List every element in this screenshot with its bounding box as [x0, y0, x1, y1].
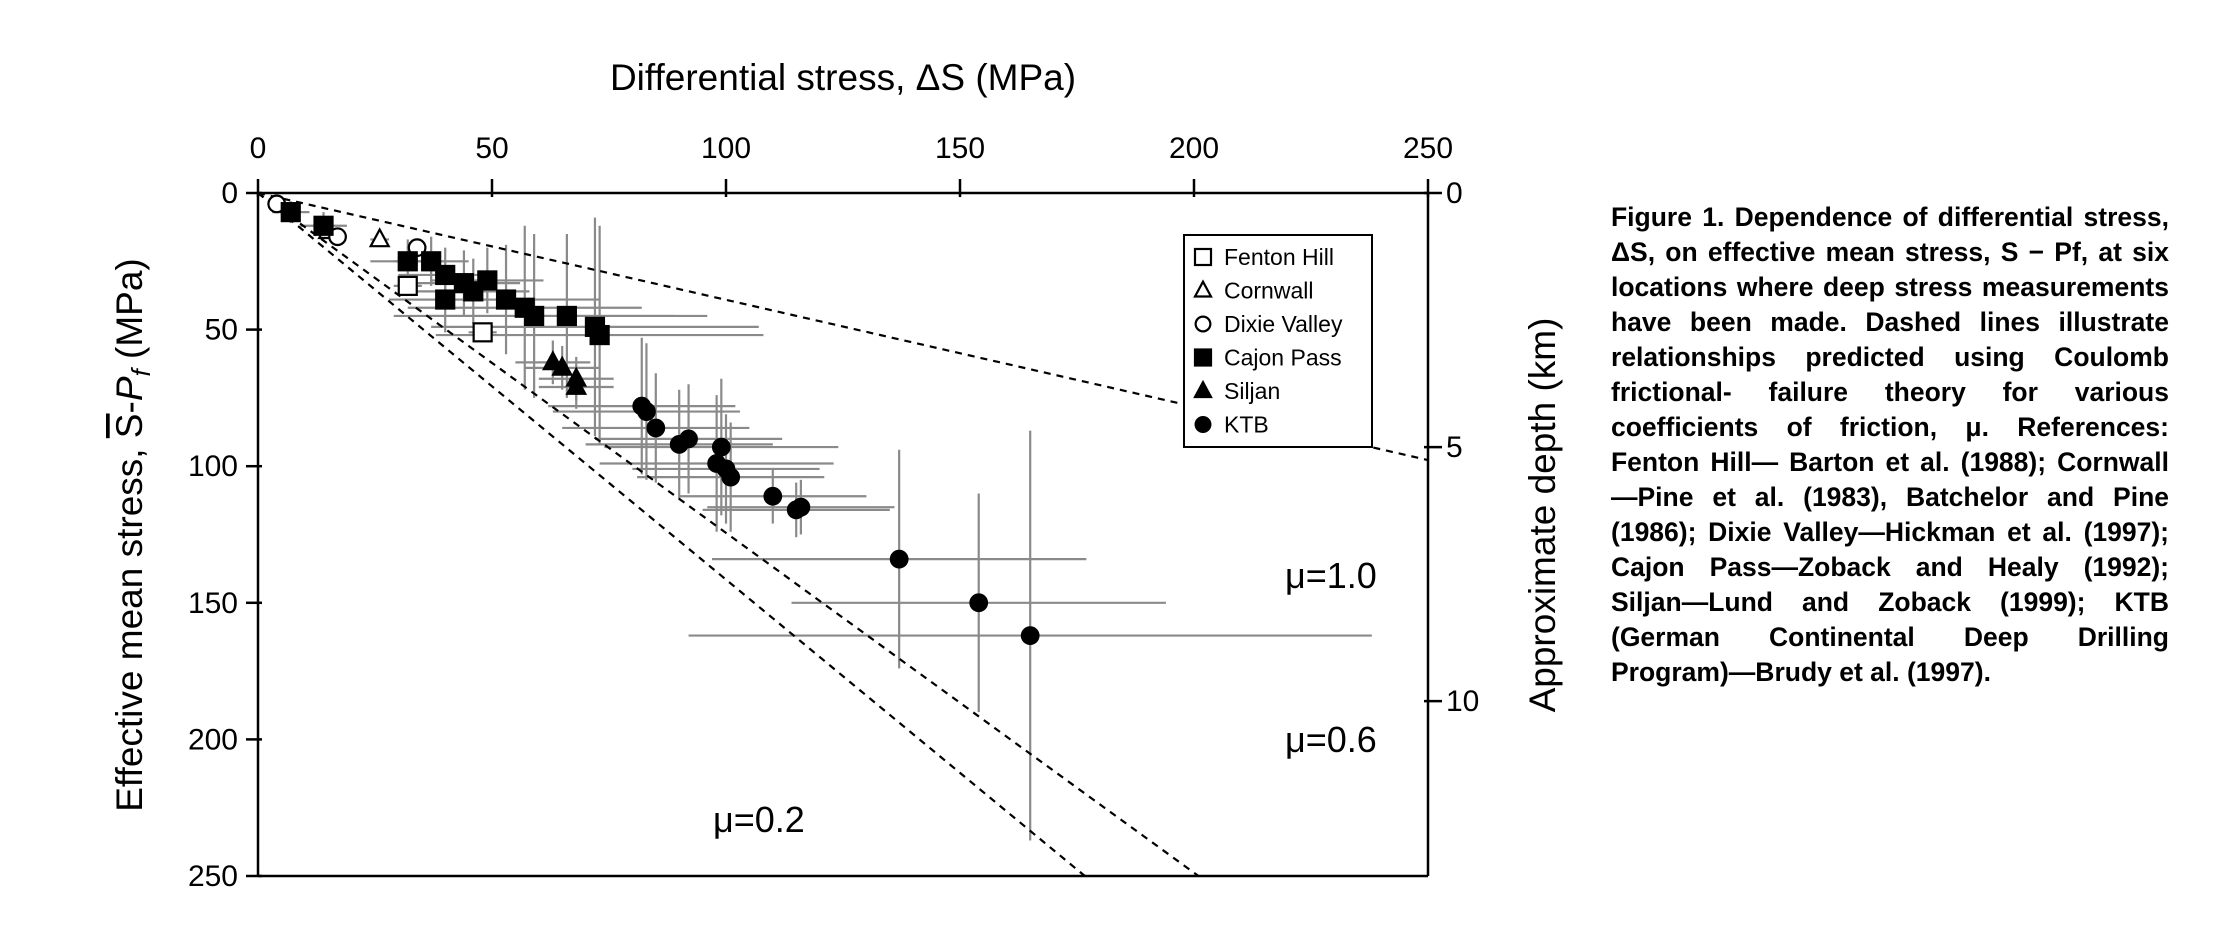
marker-square	[556, 305, 577, 327]
marker-square	[397, 251, 418, 272]
caption-line: Siljan—Lund and Zoback (1999); KTB	[1611, 587, 2169, 617]
caption-line: S − Pf, at six locations where deep	[1611, 237, 2169, 302]
legend: Fenton Hill Cornwall Dixie Valley Cajon Pas…	[1183, 234, 1373, 448]
legend-box	[1183, 234, 1373, 448]
marker-square	[313, 215, 334, 236]
x-tick-label: 250	[1403, 132, 1453, 165]
marker-circle	[721, 467, 741, 487]
friction-lines-layer	[257, 191, 1429, 877]
x-tick-label: 0	[250, 132, 267, 165]
marker-square	[472, 322, 493, 343]
y-tick-label: 50	[205, 314, 238, 347]
marker-circle	[679, 429, 698, 449]
axes-layer: 0 50 100 150 200 250 0 50 100 150 200 250 0 5 10	[188, 132, 1479, 893]
marker-triangle	[551, 355, 574, 376]
caption-line: predicted using Coulomb frictional-	[1611, 342, 2169, 407]
marker-square	[280, 202, 301, 223]
marker-square	[524, 305, 545, 327]
y-tick-label: 200	[188, 723, 238, 756]
friction-line-label: μ=0.6	[1285, 719, 1377, 760]
marker-square	[589, 324, 610, 346]
legend-label: Fenton Hill	[1224, 244, 1334, 270]
caption-line: Program)—Brudy et al. (1997).	[1611, 657, 1991, 687]
y-tick-label: 0	[221, 177, 238, 210]
marker-circle	[889, 549, 909, 569]
marker-circle	[711, 437, 731, 457]
y-tick-label: 250	[188, 860, 238, 893]
marker-circle	[646, 418, 666, 438]
friction-line	[257, 192, 1200, 877]
x-tick-label: 150	[935, 132, 985, 165]
depth-tick-label: 5	[1446, 431, 1463, 464]
caption-line: friction, μ. References: Fenton Hill—	[1611, 412, 2169, 477]
marker-square	[1193, 348, 1213, 367]
legend-label: Siljan	[1224, 378, 1280, 404]
marker-square	[1193, 247, 1213, 267]
marker-circle	[637, 402, 656, 421]
marker-square	[397, 275, 418, 296]
legend-label: KTB	[1224, 412, 1269, 438]
friction-line-label: μ=1.0	[1285, 555, 1377, 596]
marker-triangle	[1193, 379, 1213, 399]
caption-line: stress measurements have been made.	[1611, 272, 2169, 337]
friction-line-label: μ=0.2	[713, 799, 805, 840]
marker-triangle	[565, 374, 588, 395]
marker-circle	[791, 497, 811, 517]
marker-circle	[1020, 626, 1040, 645]
marker-square	[435, 264, 456, 286]
caption-line: Dixie Valley—Hickman et al. (1997);	[1708, 517, 2170, 547]
figure-caption: Figure 1. Dependence of differential str…	[1611, 200, 2169, 690]
marker-square	[495, 289, 517, 310]
y2-axis-title: Approximate depth (km)	[1522, 318, 1563, 713]
caption-line: Figure 1. Dependence of differential	[1611, 202, 2084, 232]
caption-line: failure theory for various coefficients …	[1611, 377, 2169, 442]
marker-triangle	[1193, 279, 1213, 298]
x-tick-label: 50	[475, 132, 508, 165]
marker-circle	[969, 593, 989, 613]
depth-tick-label: 10	[1446, 685, 1479, 718]
caption-line: Barton et al. (1988); Cornwall—Pine	[1611, 447, 2169, 512]
marker-square	[477, 270, 498, 291]
legend-label: Cornwall	[1224, 278, 1313, 304]
x-tick-label: 200	[1169, 132, 1219, 165]
marker-circle	[763, 486, 783, 506]
caption-line: Dashed lines illustrate relationships	[1611, 307, 2169, 372]
marker-triangle	[368, 227, 391, 248]
x-tick-label: 100	[701, 132, 751, 165]
friction-line	[257, 192, 1086, 877]
marker-circle	[1194, 416, 1212, 433]
y-axis-title: Effective mean stress, S-Pf (MPa)	[109, 258, 156, 812]
depth-tick-label: 0	[1446, 177, 1463, 210]
caption-line: stress, ΔS, on effective mean stress,	[1611, 202, 2169, 267]
x-axis-title: Differential stress, ΔS (MPa)	[610, 57, 1076, 98]
caption-line: Cajon Pass—Zoback and Healy (1992);	[1611, 552, 2169, 582]
caption-line: et al. (1983), Batchelor and Pine (1986)…	[1611, 482, 2170, 547]
friction-line	[257, 191, 1429, 462]
markers-layer	[267, 194, 1040, 645]
marker-circle	[1194, 315, 1212, 333]
labels-layer: Differential stress, ΔS (MPa) Effective m…	[109, 57, 1563, 840]
stress-chart: 0 50 100 150 200 250 0 50 100 150 200 250 0 5 10 Diffe…	[109, 57, 1563, 893]
y-tick-label: 100	[188, 450, 238, 483]
caption-line: (German Continental Deep Drilling	[1611, 622, 2169, 652]
legend-label: Dixie Valley	[1224, 311, 1343, 337]
marker-square	[435, 289, 456, 310]
legend-label: Cajon Pass	[1224, 345, 1342, 371]
y-tick-label: 150	[188, 587, 238, 620]
